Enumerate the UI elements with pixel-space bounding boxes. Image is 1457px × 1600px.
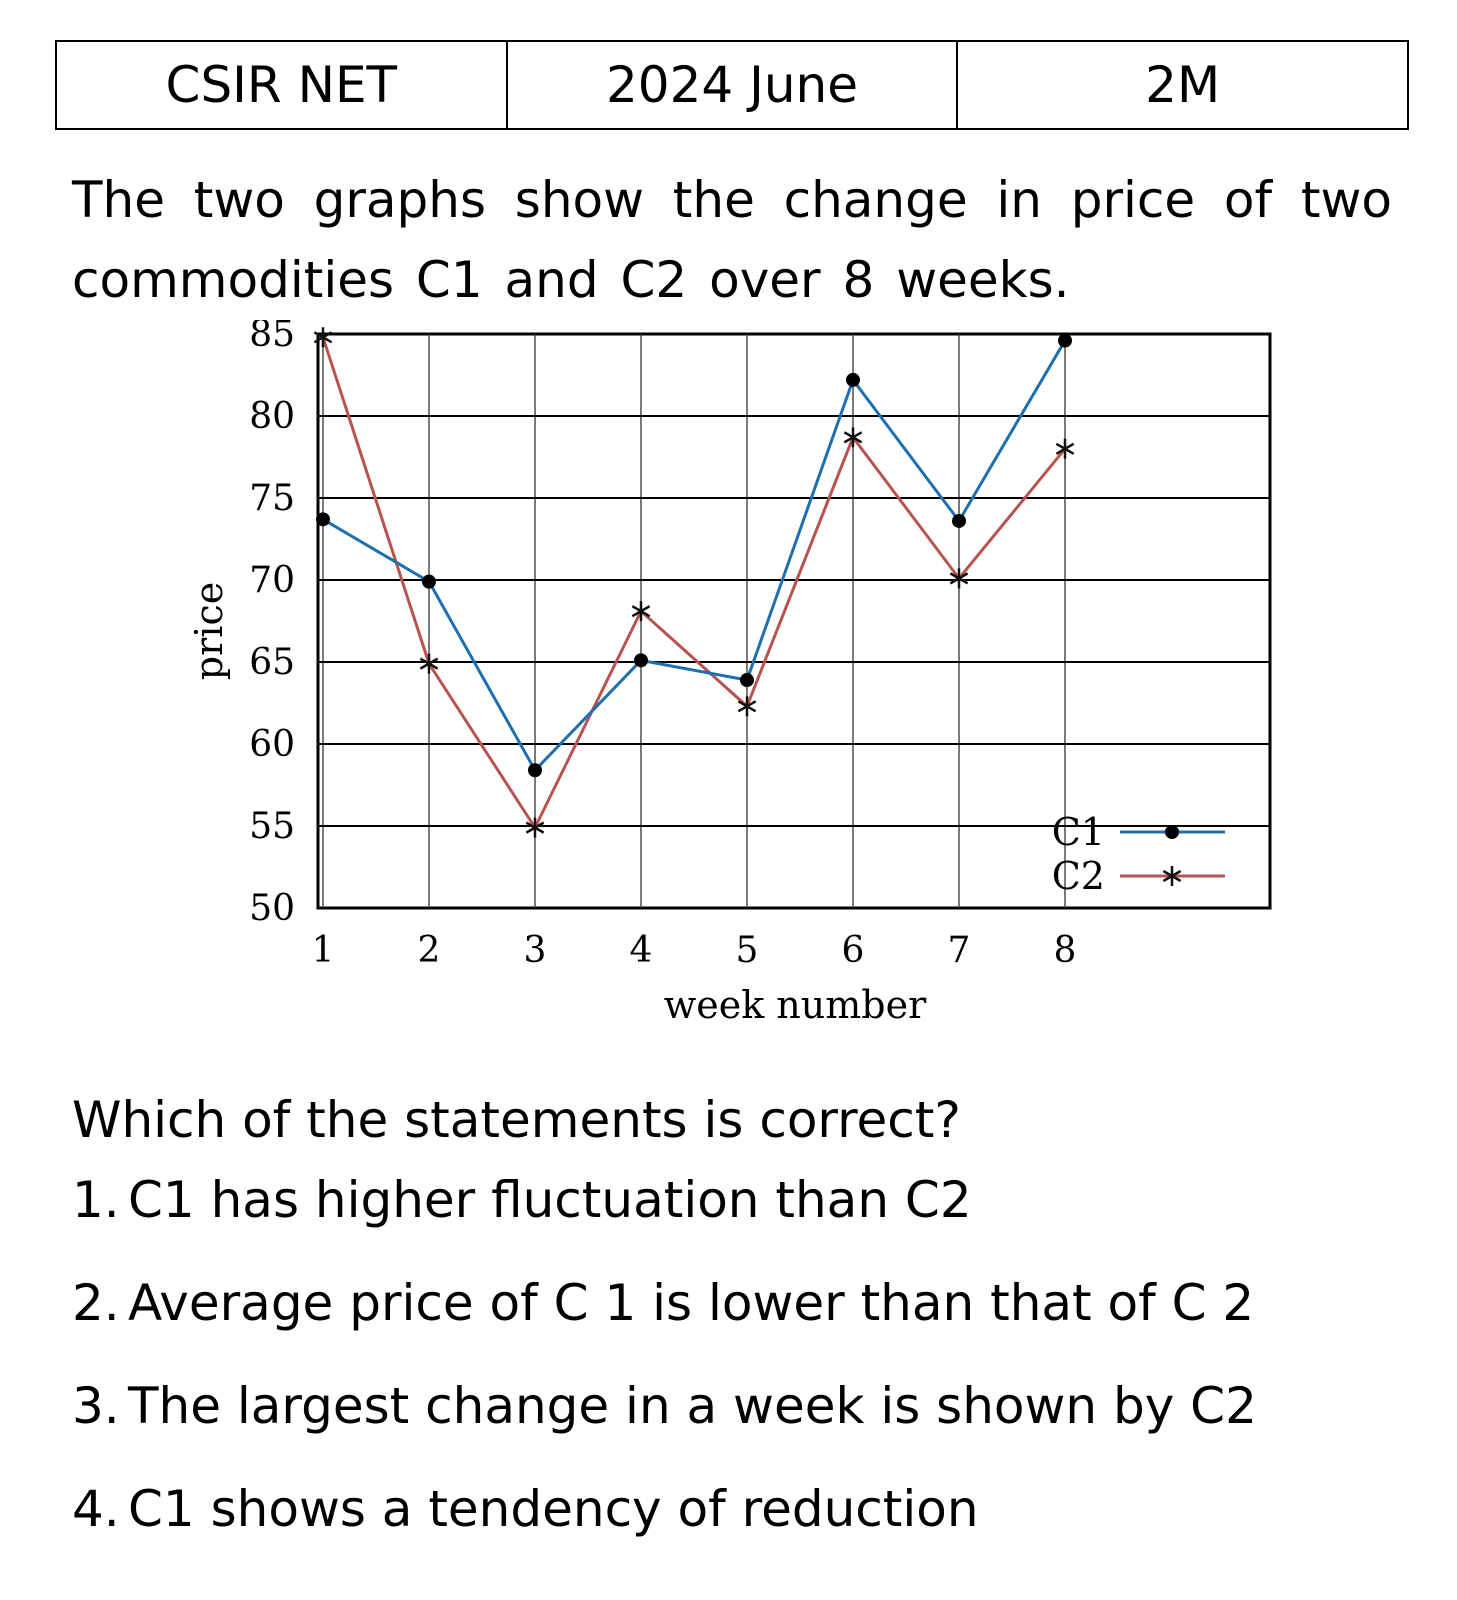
- data-point-c1: [846, 372, 860, 387]
- x-tick-label: 1: [312, 930, 335, 971]
- data-point-c2: [419, 653, 439, 674]
- y-tick-label: 65: [249, 642, 295, 683]
- legend-marker: [1162, 866, 1182, 886]
- y-tick-label: 50: [249, 888, 295, 929]
- exam-name: CSIR NET: [55, 40, 508, 130]
- y-axis-label: price: [187, 582, 231, 680]
- data-point-c1: [422, 574, 436, 589]
- x-tick-label: 3: [524, 930, 547, 971]
- x-tick-label: 2: [418, 930, 441, 971]
- x-tick-label: 4: [630, 930, 653, 971]
- data-point-c2: [631, 601, 651, 622]
- data-point-c1: [528, 763, 542, 778]
- y-tick-label: 60: [249, 724, 295, 765]
- question-prompt: Which of the statements is correct?: [72, 1091, 961, 1149]
- x-axis-label: week number: [664, 983, 927, 1027]
- data-point-c2: [1055, 438, 1075, 459]
- option-number: 1.: [72, 1171, 120, 1229]
- y-tick-label: 85: [249, 320, 295, 355]
- x-tick-label: 5: [736, 930, 759, 971]
- option-1[interactable]: 1. C1 has higher fluctuation than C2: [72, 1165, 972, 1235]
- option-3[interactable]: 3. The largest change in a week is shown …: [72, 1371, 1257, 1441]
- series-line-c1: [322, 339, 1067, 773]
- option-2[interactable]: 2. Average price of C 1 is lower than tha…: [72, 1268, 1254, 1338]
- x-tick-label: 8: [1054, 930, 1077, 971]
- option-text: C1 has higher fluctuation than C2: [128, 1171, 972, 1229]
- price-line-chart: 50 55 60 65 70 75 80 85 1 2 3 4 5 6 7 8 week number price…: [187, 320, 1272, 1027]
- exam-session: 2024 June: [505, 40, 959, 130]
- option-number: 3.: [72, 1377, 120, 1435]
- option-number: 2.: [72, 1274, 120, 1332]
- x-tick-label: 7: [948, 930, 971, 971]
- data-point-c2: [525, 817, 545, 838]
- option-4[interactable]: 4. C1 shows a tendency of reduction: [72, 1474, 979, 1544]
- legend-label: C1: [1052, 810, 1105, 854]
- data-point-c2: [737, 696, 757, 717]
- data-point-c1: [740, 673, 754, 688]
- option-text: The largest change in a week is shown by…: [128, 1377, 1257, 1435]
- y-tick-label: 55: [249, 806, 295, 847]
- plot-frame: [316, 332, 1272, 910]
- data-point-c2: [313, 327, 333, 348]
- legend-label: C2: [1052, 854, 1105, 898]
- option-text: C1 shows a tendency of reduction: [128, 1480, 979, 1538]
- data-point-c2: [843, 427, 863, 448]
- legend-marker: [1165, 825, 1179, 839]
- data-point-c2: [949, 568, 969, 589]
- option-number: 4.: [72, 1480, 120, 1538]
- data-point-c1: [316, 512, 330, 527]
- y-tick-label: 75: [249, 478, 295, 519]
- y-tick-label: 70: [249, 560, 295, 601]
- x-tick-label: 6: [842, 930, 865, 971]
- data-point-c1: [952, 513, 966, 528]
- option-text: Average price of C 1 is lower than that …: [128, 1274, 1255, 1332]
- header-table: CSIR NET 2024 June 2M: [55, 40, 1409, 130]
- question-marks: 2M: [956, 40, 1409, 130]
- data-point-c1: [634, 653, 648, 668]
- data-point-c1: [1058, 333, 1072, 348]
- question-intro: The two graphs show the change in price …: [72, 171, 1392, 309]
- series-line-c2: [321, 336, 1067, 831]
- y-tick-label: 80: [249, 396, 295, 437]
